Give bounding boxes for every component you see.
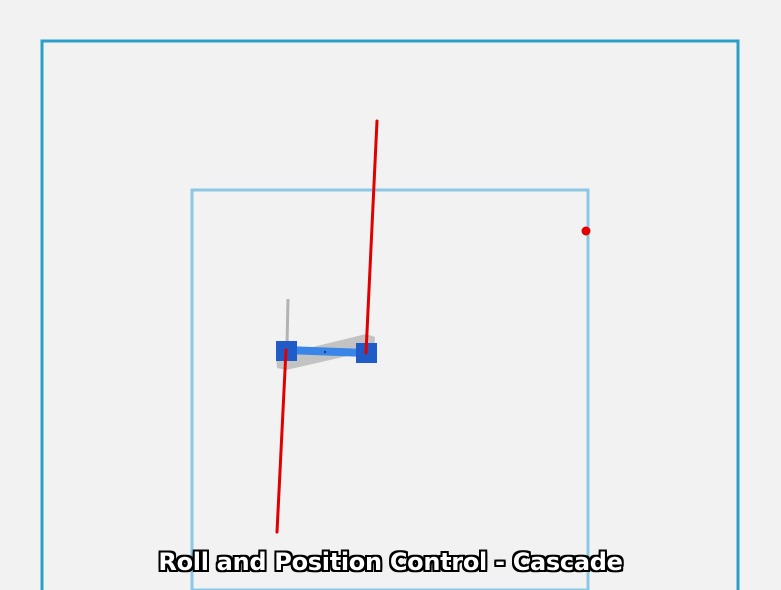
target-point-marker bbox=[582, 227, 591, 236]
drone-center-dot bbox=[324, 351, 326, 353]
inner-boundary bbox=[192, 190, 588, 590]
scene-caption: Roll and Position Control - Cascade bbox=[0, 548, 781, 576]
ghost-thrust-line bbox=[287, 299, 288, 345]
outer-boundary bbox=[42, 41, 738, 590]
right-thrust-vector bbox=[366, 121, 377, 353]
left-thrust-vector bbox=[277, 350, 286, 532]
